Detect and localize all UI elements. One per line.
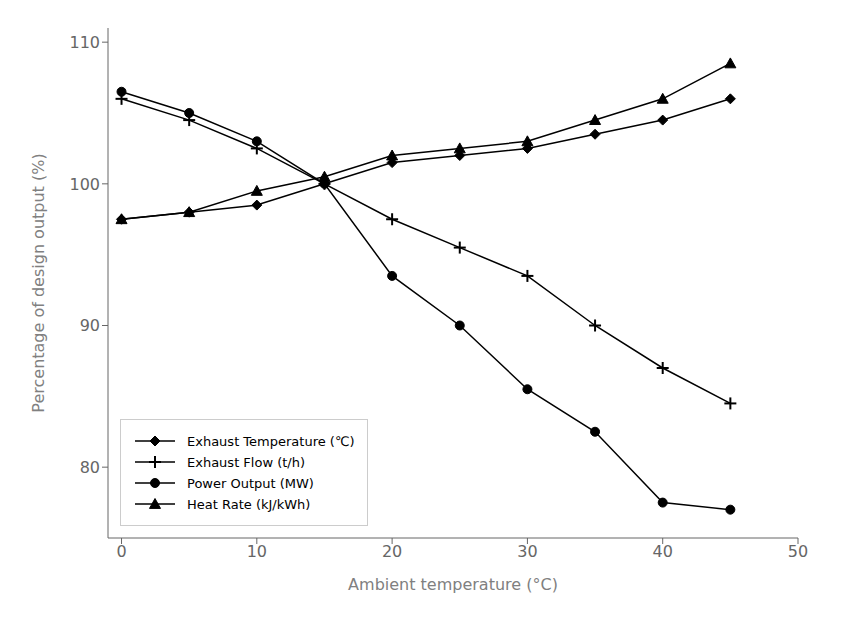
svg-text:Ambient temperature (°C): Ambient temperature (°C) xyxy=(348,575,558,594)
svg-text:80: 80 xyxy=(80,458,100,477)
html-text:Exhaust Flow (t/h): Exhaust Flow (t/h) xyxy=(187,454,305,470)
html-text:Heat Rate (kJ/kWh): Heat Rate (kJ/kWh) xyxy=(187,496,311,512)
svg-text:90: 90 xyxy=(80,316,100,335)
svg-text:100: 100 xyxy=(69,175,100,194)
svg-text:110: 110 xyxy=(69,33,100,52)
svg-text:10: 10 xyxy=(247,542,267,561)
html-text:Exhaust Temperature (℃): Exhaust Temperature (℃) xyxy=(187,433,355,449)
svg-text:50: 50 xyxy=(788,542,808,561)
html-text:Power Output (MW): Power Output (MW) xyxy=(187,475,314,491)
svg-text:Percentage of design output (%: Percentage of design output (%) xyxy=(29,153,48,412)
svg-text:0: 0 xyxy=(116,542,126,561)
svg-text:20: 20 xyxy=(382,542,402,561)
svg-text:40: 40 xyxy=(653,542,673,561)
svg-text:30: 30 xyxy=(517,542,537,561)
